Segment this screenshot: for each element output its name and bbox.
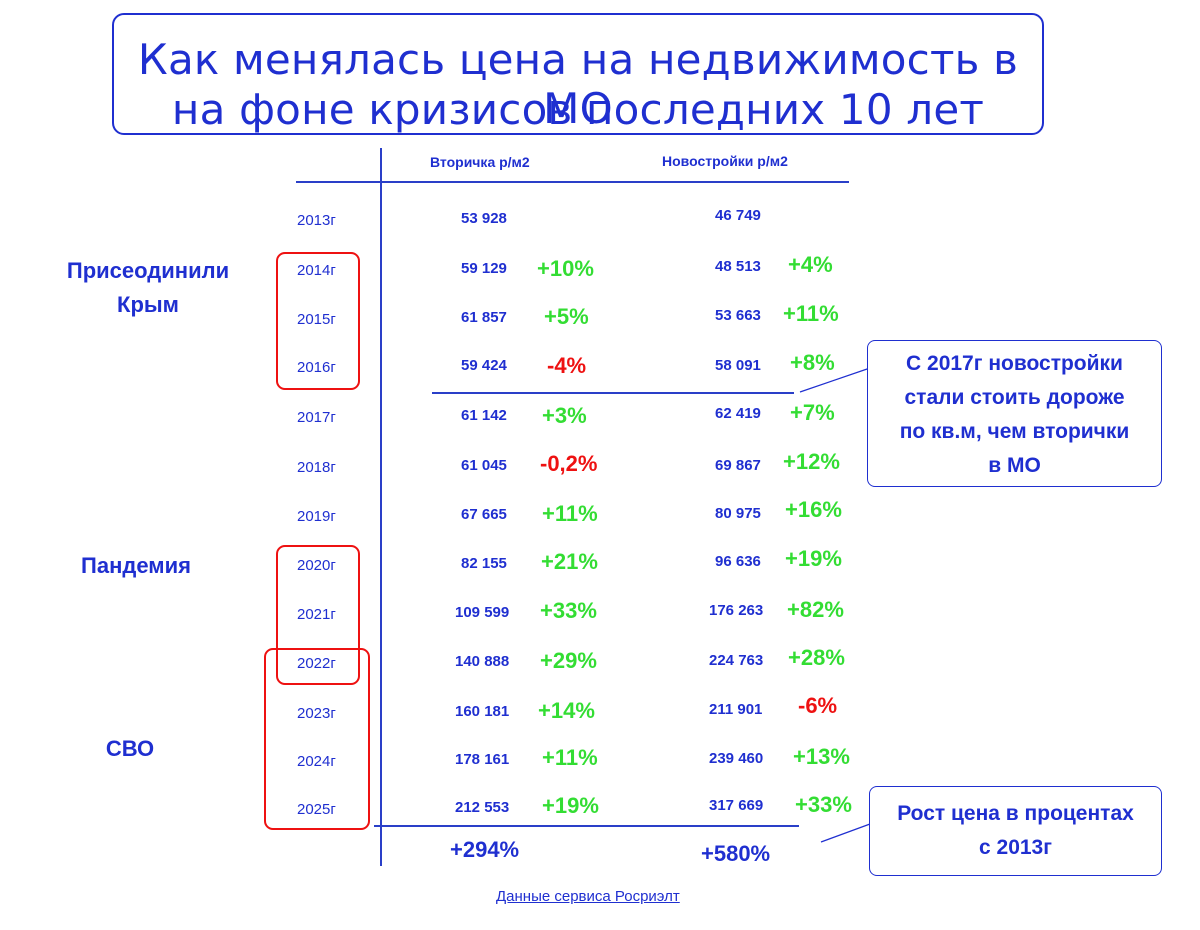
secondary-change-2024: +11% (542, 745, 598, 770)
year-2023: 2023г (297, 705, 336, 722)
year-2018: 2018г (297, 459, 336, 476)
totals-divider (374, 825, 799, 827)
note-1-line-3: по кв.м, чем вторички (899, 420, 1130, 443)
secondary-price-2016: 59 424 (461, 357, 507, 374)
event-label-svo: СВО (105, 736, 155, 761)
note-1-line-1: С 2017г новостройки (906, 352, 1123, 375)
secondary-change-2023: +14% (538, 698, 595, 723)
secondary-change-2015: +5% (544, 304, 589, 329)
event-label-crimea-line-2: Крым (117, 292, 179, 317)
note-connector-1 (799, 367, 871, 393)
event-label-crimea-line-1: Присеодинили (66, 258, 230, 283)
secondary-price-2025: 212 553 (455, 799, 510, 816)
secondary-price-2018: 61 045 (461, 457, 507, 474)
new-change-2018: +12% (783, 449, 840, 474)
new-price-2023: 211 901 (709, 701, 763, 718)
new-price-2024: 239 460 (709, 750, 764, 767)
year-2017: 2017г (297, 409, 336, 426)
new-price-2022: 224 763 (709, 652, 764, 669)
new-price-2019: 80 975 (715, 505, 761, 522)
new-price-2020: 96 636 (715, 553, 761, 570)
new-change-2020: +19% (785, 546, 842, 571)
year-2016: 2016г (297, 359, 336, 376)
title-box: Как менялась цена на недвижимость в МО н… (112, 13, 1044, 135)
new-price-2021: 176 263 (709, 602, 764, 619)
secondary-price-2020: 82 155 (461, 555, 507, 572)
year-2021: 2021г (297, 606, 336, 623)
divider-2016-2017 (432, 392, 794, 394)
secondary-change-2020: +21% (541, 549, 598, 574)
secondary-price-2013: 53 928 (461, 210, 507, 227)
new-change-2019: +16% (785, 497, 842, 522)
column-header-secondary: Вторичка р/м2 (430, 154, 530, 170)
svo-years-highlight (264, 648, 370, 830)
note-1-line-2: стали стоить дороже (904, 386, 1125, 409)
secondary-price-2023: 160 181 (455, 703, 510, 720)
new-change-2022: +28% (788, 645, 845, 670)
secondary-price-2014: 59 129 (461, 260, 507, 277)
secondary-change-2018: -0,2% (540, 451, 598, 476)
new-change-2014: +4% (788, 252, 833, 277)
new-price-2016: 58 091 (715, 357, 761, 374)
new-price-2015: 53 663 (715, 307, 761, 324)
secondary-price-2022: 140 888 (455, 653, 510, 670)
secondary-change-2017: +3% (542, 403, 587, 428)
note-2-line-2: с 2013г (979, 836, 1052, 859)
year-2022: 2022г (297, 655, 336, 672)
year-2024: 2024г (297, 753, 336, 770)
secondary-change-2022: +29% (540, 648, 597, 673)
table-vertical-divider (380, 148, 382, 866)
new-price-2025: 317 669 (709, 797, 764, 814)
new-change-2025: +33% (795, 792, 852, 817)
pandemic-years-highlight (276, 545, 360, 685)
new-price-2014: 48 513 (715, 258, 761, 275)
event-label-crimea: Присеодинили Крым (42, 254, 254, 322)
secondary-change-2019: +11% (542, 501, 598, 526)
new-change-2021: +82% (787, 597, 844, 622)
column-header-new: Новостройки р/м2 (662, 153, 788, 169)
secondary-price-2015: 61 857 (461, 309, 507, 326)
page-title-line-1: Как менялась цена на недвижимость в МО (137, 35, 1019, 133)
note-connector-2 (820, 823, 871, 843)
year-2014: 2014г (297, 262, 336, 279)
new-change-2023: -6% (798, 693, 838, 718)
new-change-2016: +8% (790, 350, 835, 375)
secondary-price-2017: 61 142 (461, 407, 507, 424)
secondary-price-2019: 67 665 (461, 506, 507, 523)
secondary-change-2014: +10% (537, 256, 594, 281)
new-change-2024: +13% (793, 744, 850, 769)
note-growth-since-2013: Рост цена в процентах с 2013г (869, 786, 1162, 876)
note-1-line-4: в МО (988, 454, 1041, 477)
secondary-change-2021: +33% (540, 598, 597, 623)
year-2019: 2019г (297, 508, 336, 525)
new-change-2017: +7% (790, 400, 835, 425)
secondary-price-2024: 178 161 (455, 751, 510, 768)
source-link[interactable]: Данные сервиса Росриэлт (496, 888, 680, 905)
secondary-change-2016: -4% (547, 353, 587, 378)
year-2015: 2015г (297, 311, 336, 328)
total-secondary-growth: +294% (450, 837, 520, 862)
note-new-more-expensive: С 2017г новостройки стали стоить дороже … (867, 340, 1162, 487)
secondary-price-2021: 109 599 (455, 604, 510, 621)
crimea-years-highlight (276, 252, 360, 390)
year-2020: 2020г (297, 557, 336, 574)
secondary-change-2025: +19% (542, 793, 599, 818)
year-2025: 2025г (297, 801, 336, 818)
new-price-2013: 46 749 (715, 207, 761, 224)
new-price-2017: 62 419 (715, 405, 761, 422)
event-label-pandemic: Пандемия (81, 553, 191, 578)
total-new-growth: +580% (701, 841, 771, 866)
note-2-line-1: Рост цена в процентах (897, 802, 1134, 825)
header-underline (296, 181, 849, 183)
new-price-2018: 69 867 (715, 457, 761, 474)
new-change-2015: +11% (783, 301, 839, 326)
year-2013: 2013г (297, 212, 336, 229)
page-title-line-2: на фоне кризисов последних 10 лет (171, 85, 985, 134)
